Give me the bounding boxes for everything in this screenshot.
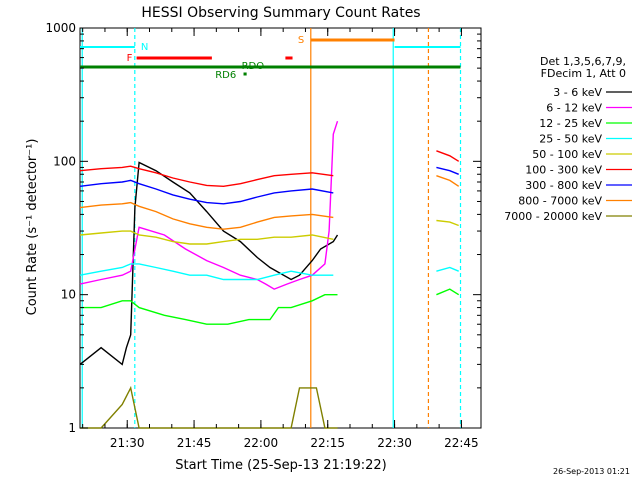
y-tick-label-0: 1 bbox=[68, 421, 76, 435]
y-axis-label: Count Rate (s⁻¹ detector⁻¹) bbox=[25, 139, 40, 316]
series-line-4-0 bbox=[79, 230, 334, 245]
flags-group: NF S RDO RD6 bbox=[80, 35, 461, 81]
legend-label-7: 800 - 7000 keV bbox=[518, 195, 602, 208]
legend-label-0: 3 - 6 keV bbox=[553, 86, 602, 99]
x-tick-label-1: 21:45 bbox=[177, 436, 212, 450]
series-line-7-1 bbox=[436, 175, 460, 187]
flag-label-n: N bbox=[141, 42, 148, 53]
series-line-3-1 bbox=[436, 266, 459, 272]
night-lines-group bbox=[81, 28, 462, 428]
legend-header-1: FDecim 1, Att 0 bbox=[541, 67, 626, 80]
x-tick-label-5: 22:45 bbox=[444, 436, 479, 450]
x-tick-label-0: 21:30 bbox=[110, 436, 145, 450]
ticks-group: 1 10 100 1000 21:30 21:45 22:00 22:15 22:30 22:45 bbox=[45, 21, 481, 450]
x-axis-label: Start Time (25-Sep-13 21:19:22) bbox=[175, 458, 386, 473]
timestamp-label: 26-Sep-2013 01:21 bbox=[553, 467, 630, 476]
x-tick-label-2: 22:00 bbox=[244, 436, 279, 450]
flag-label-s: S bbox=[298, 35, 304, 46]
series-line-6-1 bbox=[436, 166, 459, 175]
legend-label-3: 25 - 50 keV bbox=[539, 133, 602, 146]
series-layer bbox=[79, 120, 460, 429]
series-line-1-0 bbox=[79, 120, 339, 290]
series-line-5-1 bbox=[436, 150, 460, 162]
legend: Det 1,3,5,6,7,9,FDecim 1, Att 0 3 - 6 keV… bbox=[504, 55, 632, 223]
series-line-4-1 bbox=[436, 219, 459, 227]
legend-label-8: 7000 - 20000 keV bbox=[504, 210, 602, 223]
series-line-6-0 bbox=[79, 179, 334, 205]
series-line-2-0 bbox=[80, 294, 338, 325]
series-line-2-1 bbox=[436, 288, 460, 296]
series-line-0-0 bbox=[79, 161, 339, 366]
legend-label-6: 300 - 800 keV bbox=[525, 179, 602, 192]
x-tick-label-3: 22:15 bbox=[310, 436, 345, 450]
series-line-3-0 bbox=[79, 263, 334, 281]
y-tick-label-1: 10 bbox=[61, 288, 76, 302]
series-line-8-0 bbox=[80, 385, 338, 429]
y-tick-label-2: 100 bbox=[53, 154, 76, 168]
legend-label-5: 100 - 300 keV bbox=[525, 164, 602, 177]
series-line-5-0 bbox=[79, 165, 334, 188]
chart-title: HESSI Observing Summary Count Rates bbox=[141, 5, 420, 21]
legend-header-0: Det 1,3,5,6,7,9, bbox=[540, 55, 626, 68]
y-tick-label-3: 1000 bbox=[45, 21, 76, 35]
flag-label-f: F bbox=[127, 53, 133, 64]
flag-label-rd6: RD6 bbox=[215, 70, 236, 81]
legend-label-2: 12 - 25 keV bbox=[539, 117, 602, 130]
legend-label-1: 6 - 12 keV bbox=[546, 102, 602, 115]
x-tick-label-4: 22:30 bbox=[377, 436, 412, 450]
flag-label-rdo: RDO bbox=[242, 61, 265, 72]
series-line-7-0 bbox=[79, 201, 334, 230]
legend-label-4: 50 - 100 keV bbox=[532, 148, 602, 161]
